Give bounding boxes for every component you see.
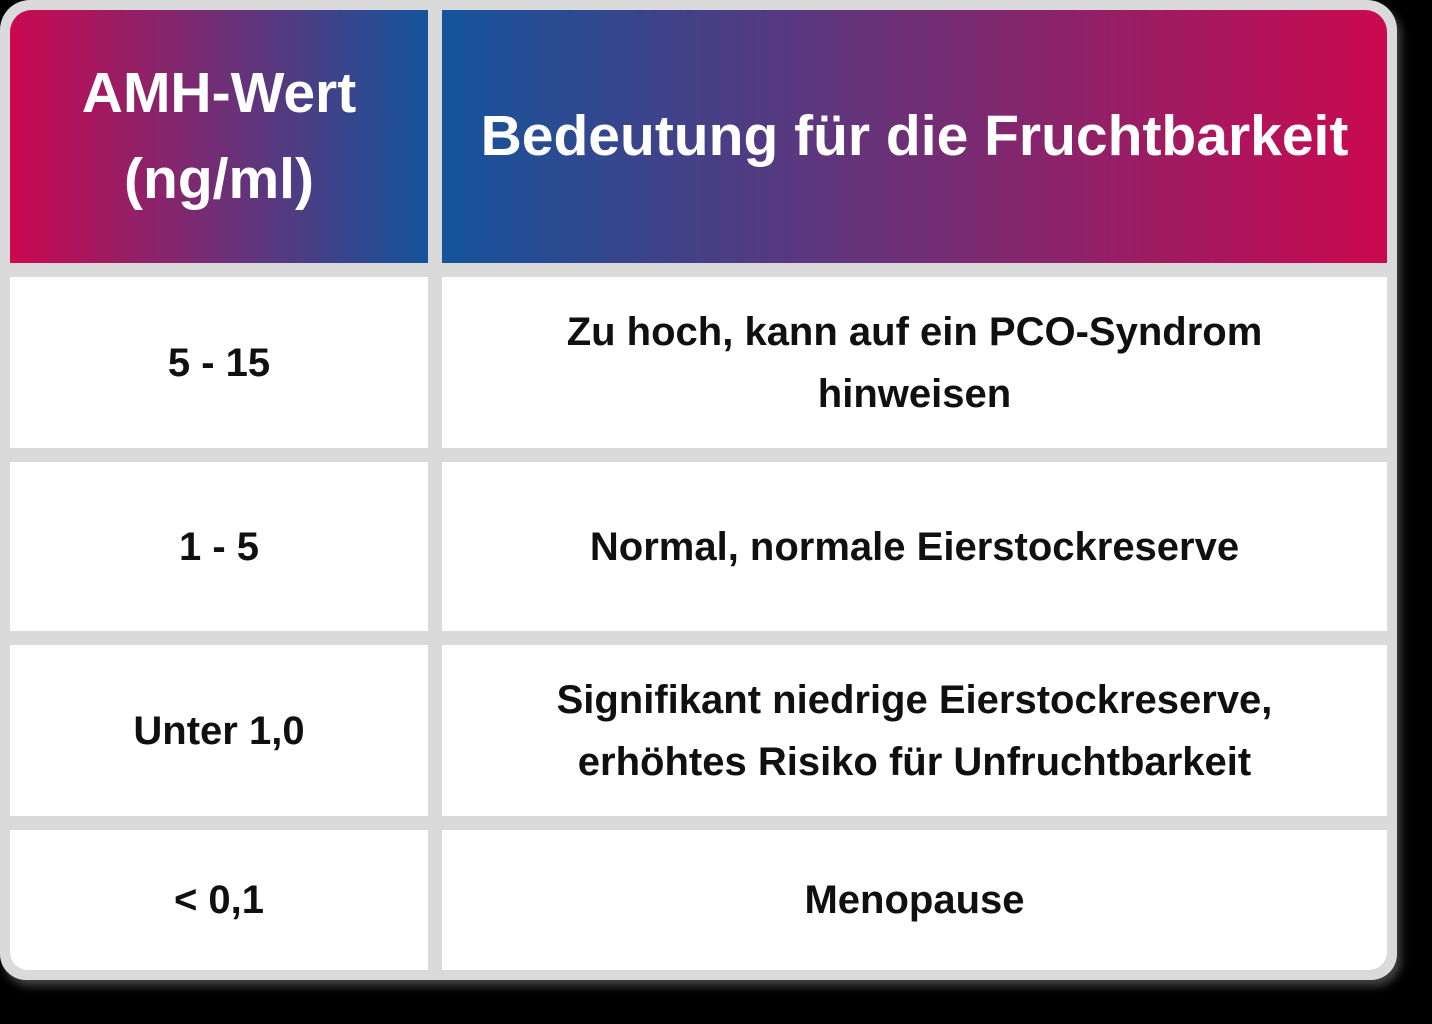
value-cell-row4: < 0,1 xyxy=(10,830,428,970)
header-cell-amh-wert: AMH-Wert (ng/ml) xyxy=(10,10,428,263)
meaning-cell-row4: Menopause xyxy=(442,830,1387,970)
header-cell-bedeutung: Bedeutung für die Fruchtbarkeit xyxy=(442,10,1387,263)
meaning-cell-row2: Normal, normale Eierstockreserve xyxy=(442,462,1387,631)
value-cell-row2: 1 - 5 xyxy=(10,462,428,631)
value-cell-row3: Unter 1,0 xyxy=(10,645,428,816)
meaning-cell-row1: Zu hoch, kann auf ein PCO-Syndrom hinwei… xyxy=(442,277,1387,448)
meaning-cell-row3: Signifikant niedrige Eierstockreserve, e… xyxy=(442,645,1387,816)
value-cell-row1: 5 - 15 xyxy=(10,277,428,448)
amh-table-card: AMH-Wert (ng/ml) Bedeutung für die Fruch… xyxy=(0,0,1397,980)
